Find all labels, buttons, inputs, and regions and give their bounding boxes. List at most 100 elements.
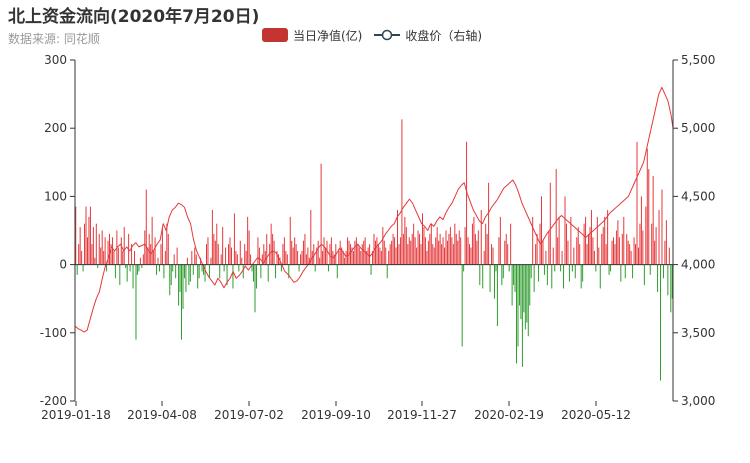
net-flow-bar bbox=[106, 264, 108, 272]
net-flow-bar bbox=[132, 264, 134, 289]
net-flow-bar bbox=[92, 227, 94, 265]
net-flow-bar bbox=[181, 264, 183, 340]
net-flow-bar bbox=[289, 216, 291, 265]
net-flow-bar bbox=[610, 264, 612, 272]
net-flow-bar bbox=[546, 264, 548, 286]
net-flow-bar bbox=[336, 264, 338, 279]
net-flow-bar bbox=[238, 264, 240, 272]
net-flow-bar bbox=[98, 233, 100, 265]
net-flow-bar bbox=[530, 264, 532, 279]
net-flow-bar bbox=[607, 210, 609, 265]
net-flow-bar bbox=[632, 264, 634, 279]
x-tick-label: 2019-04-08 bbox=[127, 408, 197, 422]
net-flow-bar bbox=[310, 210, 312, 265]
net-flow-bar bbox=[454, 223, 456, 265]
net-flow-bar bbox=[195, 254, 197, 265]
net-flow-bar bbox=[355, 237, 357, 265]
net-flow-bar bbox=[349, 244, 351, 265]
net-flow-bar bbox=[633, 237, 635, 265]
net-flow-bar bbox=[397, 210, 399, 265]
net-flow-bar bbox=[330, 237, 332, 265]
net-flow-bar bbox=[323, 237, 325, 265]
x-tick-label: 2019-07-02 bbox=[214, 408, 284, 422]
net-flow-bar bbox=[244, 244, 246, 265]
net-flow-bar bbox=[582, 264, 584, 282]
net-flow-bar bbox=[230, 247, 232, 265]
net-flow-bar bbox=[496, 264, 498, 326]
net-flow-bar bbox=[263, 244, 265, 265]
net-flow-bar bbox=[426, 250, 428, 265]
net-flow-bar bbox=[565, 223, 567, 265]
net-flow-bar bbox=[82, 264, 84, 272]
net-flow-bar bbox=[542, 240, 544, 265]
net-flow-bar bbox=[203, 264, 205, 275]
net-flow-bar bbox=[554, 264, 556, 272]
net-flow-bar bbox=[538, 264, 540, 282]
net-flow-bar bbox=[615, 230, 617, 265]
net-flow-bar bbox=[399, 237, 401, 265]
net-flow-bar bbox=[298, 264, 300, 272]
net-flow-bar bbox=[488, 182, 490, 265]
net-flow-bar bbox=[131, 244, 133, 265]
close-price-line bbox=[74, 86, 674, 333]
net-flow-bar bbox=[467, 237, 469, 265]
net-flow-bar bbox=[167, 233, 169, 265]
chart-axes: 300 200 100 0 -100 -200 5,500 5,000 4,500 4,000 3,… bbox=[40, 53, 716, 422]
net-flow-bar bbox=[451, 237, 453, 265]
net-flow-bar bbox=[117, 247, 119, 265]
net-flow-bar bbox=[505, 233, 507, 265]
net-flow-bar bbox=[489, 264, 491, 292]
net-flow-bar bbox=[104, 237, 106, 265]
net-flow-bar bbox=[373, 233, 375, 265]
net-flow-bar bbox=[245, 250, 247, 265]
net-flow-bar bbox=[533, 264, 535, 292]
left-y-tick-label: -100 bbox=[40, 326, 67, 340]
net-flow-bar bbox=[438, 240, 440, 265]
net-flow-bar bbox=[288, 264, 290, 279]
net-flow-bar bbox=[510, 223, 512, 265]
net-flow-bar bbox=[517, 264, 519, 347]
net-flow-bar bbox=[254, 264, 256, 313]
net-flow-bar bbox=[125, 264, 127, 269]
net-flow-bar bbox=[123, 227, 125, 265]
net-flow-bar bbox=[267, 264, 269, 282]
net-flow-bar bbox=[620, 264, 622, 282]
net-flow-bar bbox=[435, 237, 437, 265]
net-flow-bar bbox=[354, 240, 356, 265]
net-flow-bar bbox=[213, 233, 215, 265]
net-flow-bar bbox=[291, 240, 293, 265]
legend-item-close-price[interactable]: 收盘价（右轴) bbox=[374, 27, 482, 44]
net-flow-bar bbox=[357, 244, 359, 265]
net-flow-bar bbox=[122, 250, 124, 265]
x-tick-label: 2019-09-10 bbox=[301, 408, 371, 422]
net-flow-bar bbox=[345, 250, 347, 265]
net-flow-bar bbox=[110, 244, 112, 265]
net-flow-bar bbox=[219, 264, 221, 279]
net-flow-bar bbox=[188, 264, 190, 286]
net-flow-bar bbox=[670, 264, 672, 313]
net-flow-bar bbox=[424, 237, 426, 265]
net-flow-bar bbox=[404, 216, 406, 265]
net-flow-bar bbox=[460, 237, 462, 265]
net-flow-bar bbox=[430, 223, 432, 265]
net-flow-bar bbox=[253, 264, 255, 282]
net-flow-bar bbox=[255, 264, 257, 289]
legend-item-net-flow[interactable]: 当日净值(亿) bbox=[262, 27, 362, 44]
net-flow-bar bbox=[145, 189, 147, 265]
net-flow-bar bbox=[455, 233, 457, 265]
net-flow-bar bbox=[637, 247, 639, 265]
net-flow-bar bbox=[532, 216, 534, 265]
chart-title: 北上资金流向(2020年7月20日) bbox=[8, 7, 260, 27]
net-flow-bar bbox=[449, 227, 451, 265]
net-flow-bar bbox=[226, 264, 228, 286]
net-flow-bar bbox=[275, 264, 277, 279]
net-flow-bar bbox=[492, 247, 494, 265]
right-y-tick-label: 3,000 bbox=[681, 394, 715, 408]
net-flow-bar bbox=[660, 264, 662, 381]
net-flow-bar bbox=[341, 247, 343, 265]
net-flow-bar bbox=[461, 264, 463, 347]
net-flow-bar bbox=[216, 223, 218, 265]
net-flow-bar bbox=[621, 233, 623, 265]
net-flow-bar bbox=[129, 264, 131, 272]
